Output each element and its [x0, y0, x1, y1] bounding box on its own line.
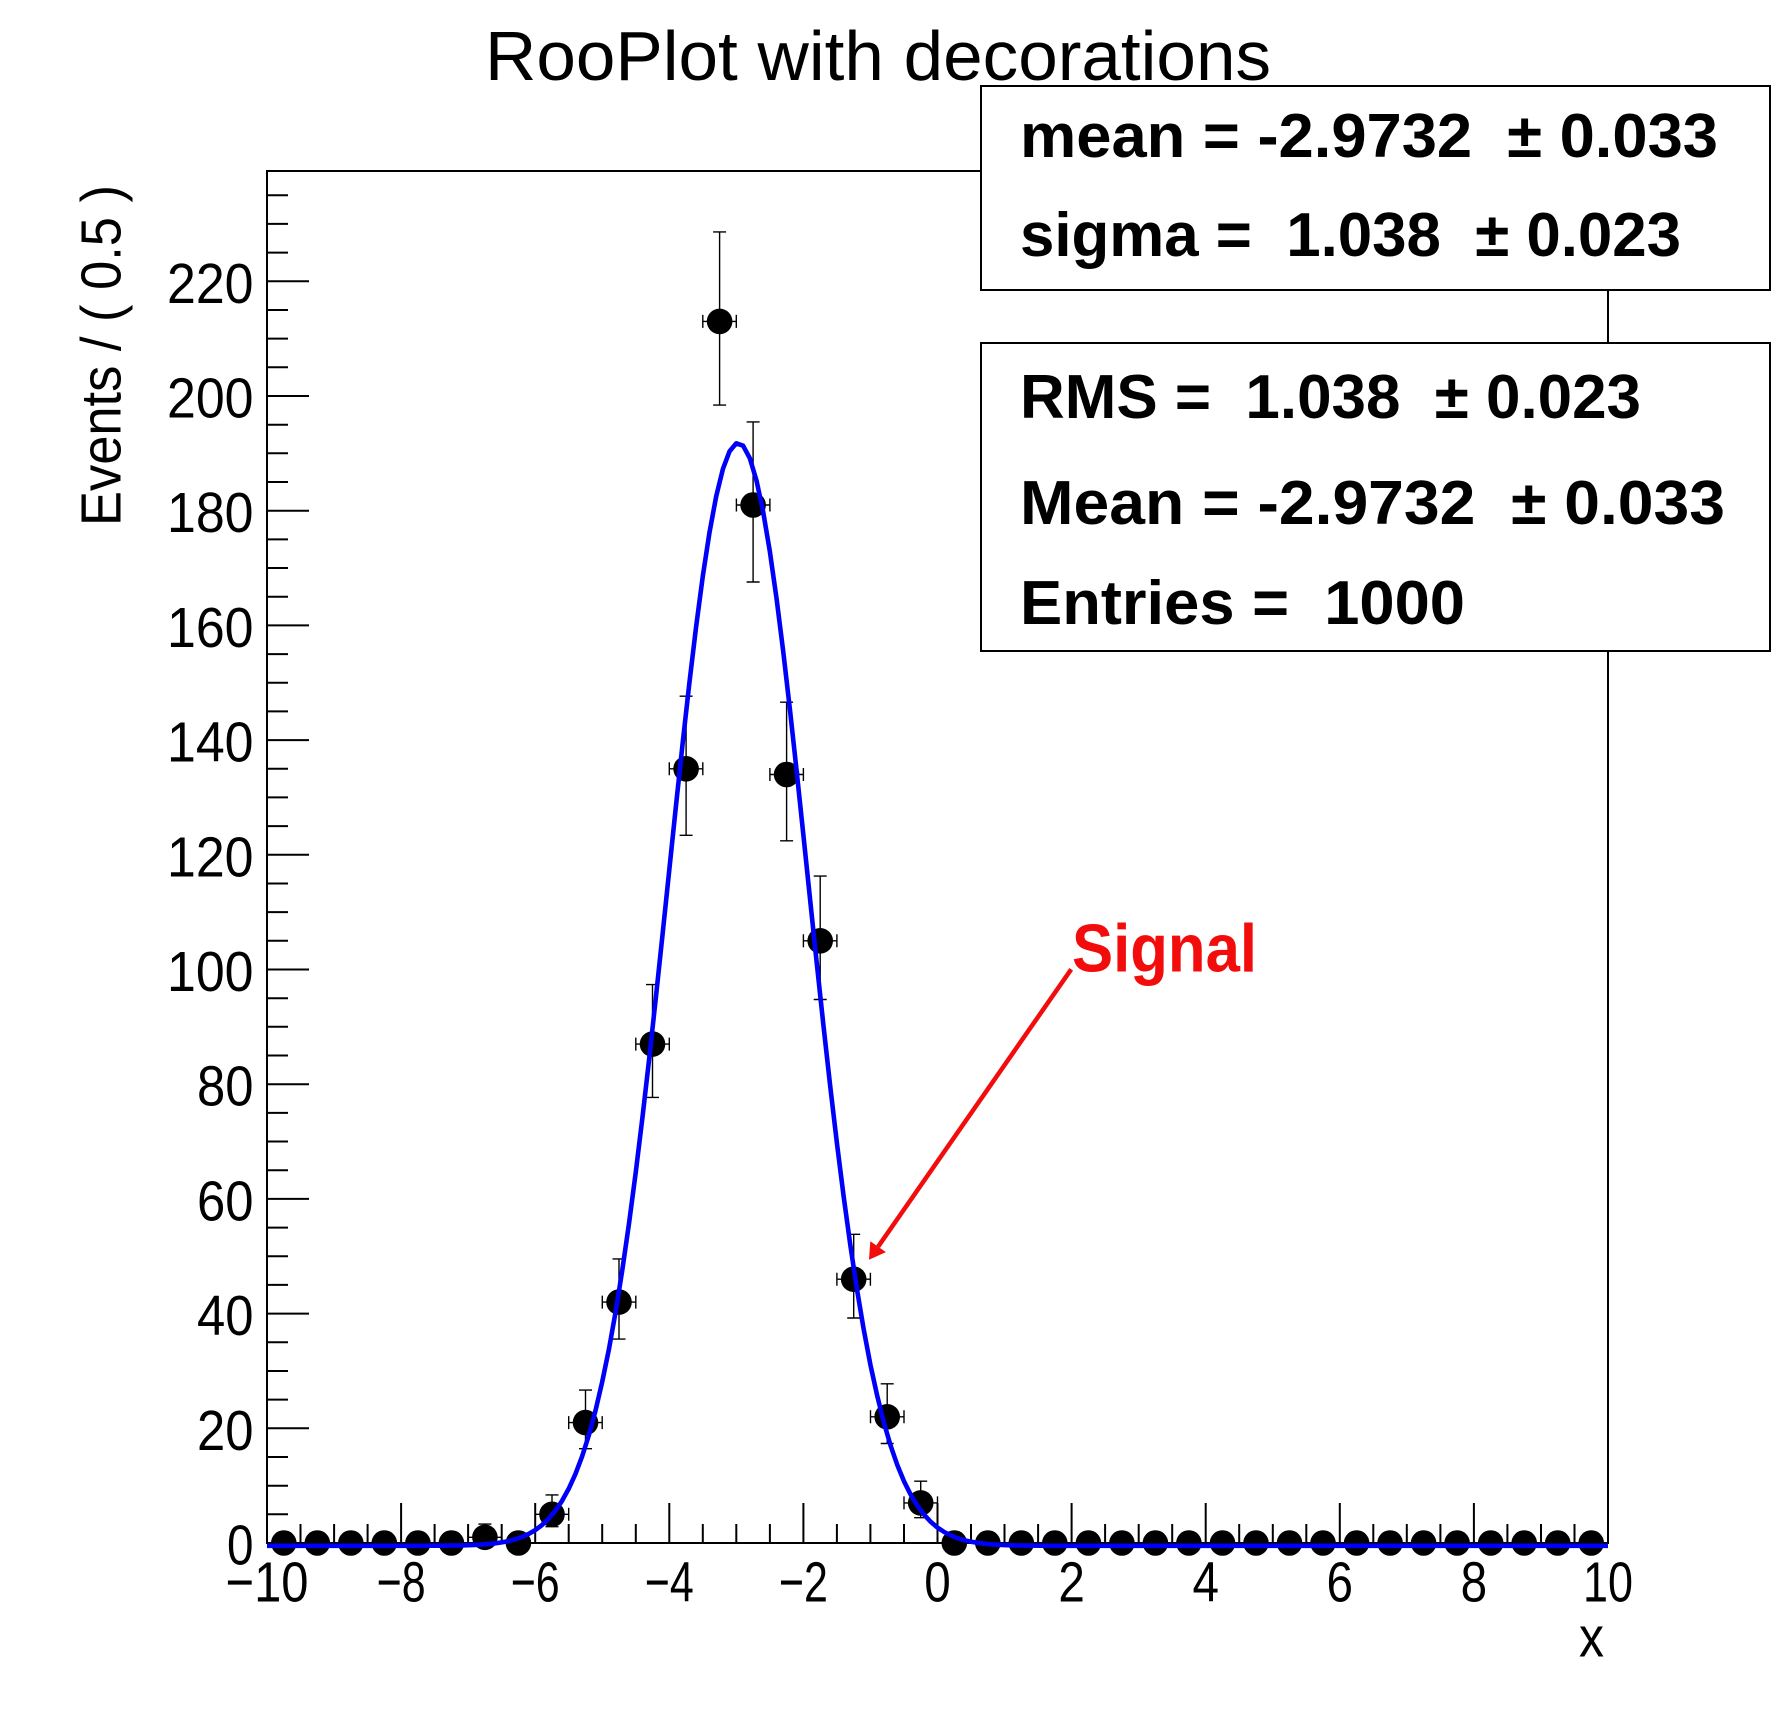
svg-text:140: 140	[167, 711, 254, 775]
svg-text:x: x	[1579, 1606, 1604, 1670]
svg-text:180: 180	[167, 481, 254, 545]
svg-text:mean = -2.9732 ± 0.033: mean = -2.9732 ± 0.033	[1020, 102, 1718, 171]
svg-text:80: 80	[197, 1055, 254, 1119]
svg-text:−10: −10	[226, 1551, 309, 1615]
svg-text:4: 4	[1192, 1551, 1219, 1615]
svg-text:−8: −8	[377, 1551, 426, 1615]
svg-text:10: 10	[1583, 1551, 1633, 1615]
svg-text:2: 2	[1058, 1551, 1085, 1615]
svg-text:60: 60	[197, 1169, 254, 1233]
svg-text:160: 160	[167, 596, 254, 660]
svg-text:8: 8	[1461, 1551, 1488, 1615]
svg-text:−2: −2	[779, 1551, 828, 1615]
svg-text:Events / ( 0.5 ): Events / ( 0.5 )	[70, 185, 134, 526]
svg-text:40: 40	[197, 1284, 254, 1348]
svg-text:20: 20	[197, 1399, 254, 1463]
svg-text:Signal: Signal	[1072, 911, 1257, 987]
svg-text:100: 100	[167, 940, 254, 1004]
svg-text:0: 0	[924, 1551, 951, 1615]
svg-text:RMS = 1.038 ± 0.023: RMS = 1.038 ± 0.023	[1020, 363, 1641, 432]
svg-text:6: 6	[1327, 1551, 1354, 1615]
svg-text:sigma = 1.038 ± 0.023: sigma = 1.038 ± 0.023	[1020, 201, 1681, 270]
svg-text:200: 200	[167, 367, 254, 431]
svg-text:−4: −4	[645, 1551, 694, 1615]
svg-text:Mean = -2.9732 ± 0.033: Mean = -2.9732 ± 0.033	[1020, 469, 1725, 538]
svg-text:RooPlot with decorations: RooPlot with decorations	[485, 17, 1271, 95]
svg-text:220: 220	[167, 252, 254, 316]
svg-text:−6: −6	[511, 1551, 560, 1615]
svg-text:Entries = 1000: Entries = 1000	[1020, 569, 1465, 638]
svg-text:0: 0	[227, 1514, 254, 1578]
svg-text:120: 120	[167, 825, 254, 889]
